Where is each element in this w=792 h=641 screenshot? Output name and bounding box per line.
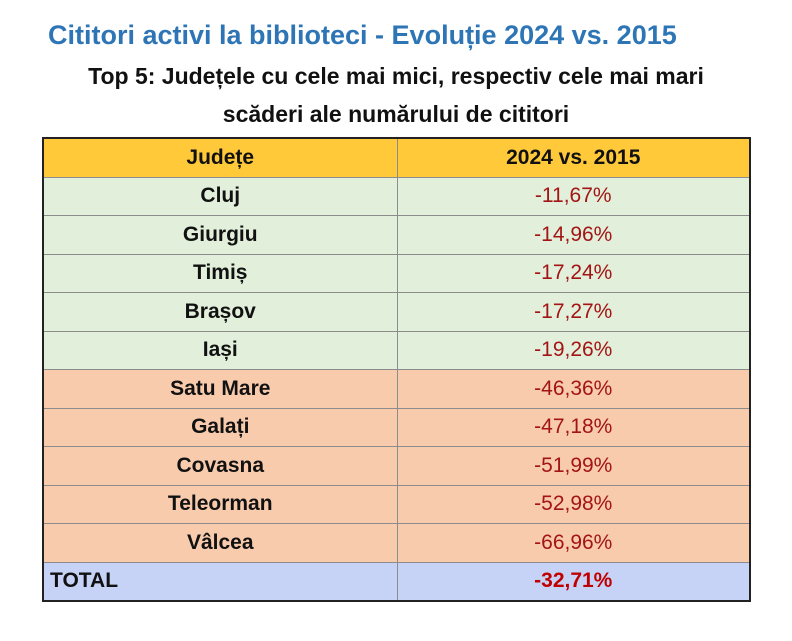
table-body: Cluj -11,67% Giurgiu -14,96% Timiș -17,24% Bra… (42, 176, 751, 602)
table-row: Cluj -11,67% (42, 176, 751, 216)
change-cell: -52,98% (396, 484, 751, 524)
table-row: Iași -19,26% (42, 330, 751, 370)
county-cell: Vâlcea (42, 523, 398, 563)
county-cell: Timiș (42, 253, 398, 293)
change-cell: -51,99% (396, 446, 751, 486)
change-cell: -14,96% (396, 215, 751, 255)
table-header-row: Județe 2024 vs. 2015 (42, 137, 751, 178)
change-cell: -17,27% (396, 292, 751, 332)
column-header-county: Județe (42, 137, 398, 178)
table-row: Brașov -17,27% (42, 292, 751, 332)
county-cell: Galați (42, 407, 398, 447)
table-row: Teleorman -52,98% (42, 484, 751, 524)
change-cell: -17,24% (396, 253, 751, 293)
table-row: Galați -47,18% (42, 407, 751, 447)
county-cell: Brașov (42, 292, 398, 332)
total-label: TOTAL (42, 561, 398, 602)
chart-title: Cititori activi la biblioteci - Evoluție… (48, 20, 677, 50)
county-cell: Cluj (42, 176, 398, 216)
change-cell: -46,36% (396, 369, 751, 409)
chart-subtitle-line2: scăderi ale numărului de cititori (222, 101, 570, 127)
column-header-change: 2024 vs. 2015 (396, 137, 751, 178)
table-row: Covasna -51,99% (42, 446, 751, 486)
change-cell: -47,18% (396, 407, 751, 447)
county-cell: Covasna (42, 446, 398, 486)
table-row: Giurgiu -14,96% (42, 215, 751, 255)
change-cell: -19,26% (396, 330, 751, 370)
county-cell: Satu Mare (42, 369, 398, 409)
chart-subtitle-line1: Top 5: Județele cu cele mai mici, respec… (88, 63, 704, 89)
county-cell: Giurgiu (42, 215, 398, 255)
table-row: Timiș -17,24% (42, 253, 751, 293)
county-cell: Teleorman (42, 484, 398, 524)
change-cell: -11,67% (396, 176, 751, 216)
total-row: TOTAL -32,71% (42, 561, 751, 602)
data-table: Județe 2024 vs. 2015 Cluj -11,67% Giurgiu -… (42, 137, 751, 602)
table-row: Vâlcea -66,96% (42, 523, 751, 563)
total-value: -32,71% (396, 561, 751, 602)
table-row: Satu Mare -46,36% (42, 369, 751, 409)
county-cell: Iași (42, 330, 398, 370)
change-cell: -66,96% (396, 523, 751, 563)
